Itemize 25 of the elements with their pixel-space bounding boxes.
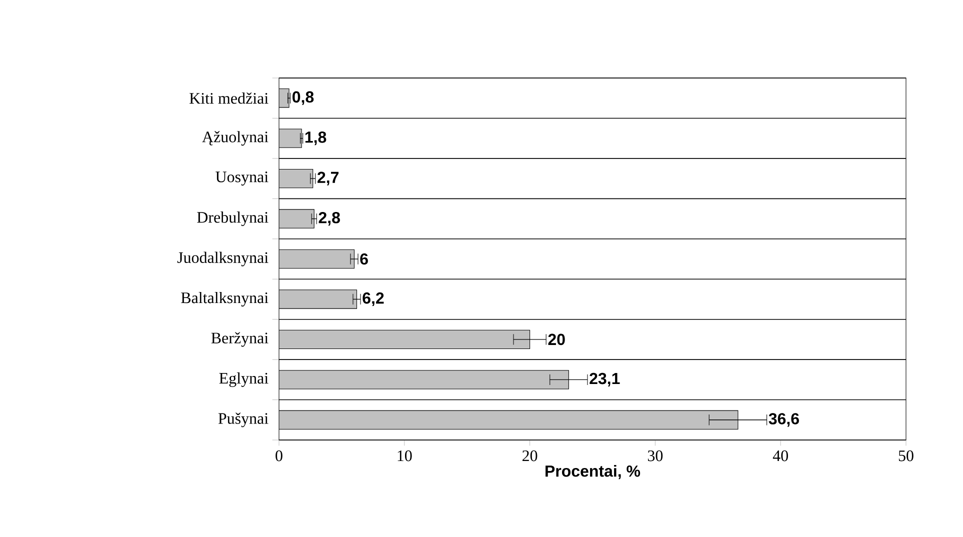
x-tick-label: 20: [522, 450, 538, 462]
x-tick-label: 0: [276, 450, 282, 462]
y-tick-label: Pušynai: [218, 412, 268, 428]
data-label: 20: [548, 334, 565, 346]
y-tick-label: Kiti medžiai: [190, 92, 268, 104]
data-label: 2,7: [318, 172, 339, 186]
y-tick-label: Eglynai: [219, 372, 268, 387]
data-label: 36,6: [768, 413, 799, 427]
y-tick-label: Drebulynai: [197, 212, 268, 226]
data-label: 6: [360, 253, 368, 265]
data-label: 1,8: [305, 132, 326, 146]
y-tick-label: Uosynai: [216, 172, 268, 186]
data-label: 6,2: [362, 292, 384, 306]
y-tick-label: Baltalksnynai: [181, 292, 268, 306]
x-tick-label: 30: [648, 450, 663, 462]
data-label: 2,8: [318, 212, 340, 226]
data-label: 23,1: [590, 372, 620, 386]
x-tick-label: 50: [898, 450, 914, 462]
x-axis-title: Procentai, %: [546, 465, 640, 480]
x-tick-label: 40: [772, 450, 788, 462]
x-tick-label: 10: [398, 450, 412, 462]
y-tick-label: Ąžuolynai: [202, 131, 268, 146]
data-label: 0,8: [292, 91, 314, 105]
y-tick-label: Beržynai: [211, 332, 268, 347]
y-tick-label: Juodalksnynai: [177, 252, 268, 266]
